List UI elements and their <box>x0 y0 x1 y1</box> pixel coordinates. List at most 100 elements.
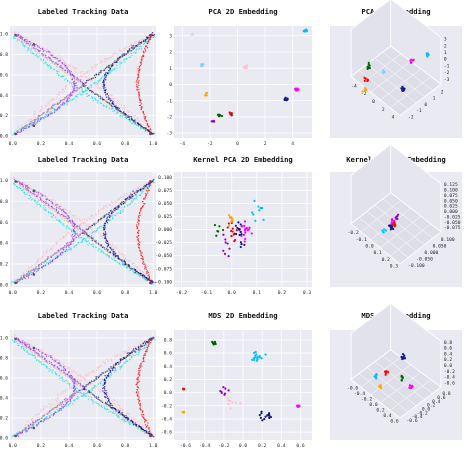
data-point <box>122 48 124 50</box>
data-point <box>123 350 125 353</box>
data-point <box>58 212 60 215</box>
data-point <box>17 278 19 281</box>
data-point <box>82 376 84 379</box>
data-point <box>41 350 43 353</box>
data-point <box>57 394 59 396</box>
data-point <box>102 237 104 239</box>
data-point <box>47 109 49 112</box>
data-point <box>42 405 45 408</box>
data-point <box>54 63 56 66</box>
data-point <box>93 386 96 388</box>
x-tick-label: 0.1 <box>253 290 262 296</box>
data-point <box>250 232 253 235</box>
data-point <box>47 65 49 67</box>
data-point <box>120 196 122 198</box>
data-point <box>59 238 61 240</box>
data-point <box>65 215 67 218</box>
data-point <box>100 102 102 105</box>
data-point <box>135 425 138 427</box>
data-point <box>70 63 72 65</box>
data-point <box>105 232 107 234</box>
data-point <box>67 245 69 247</box>
data-point <box>108 211 110 214</box>
data-point <box>34 118 37 120</box>
data-point <box>139 123 141 126</box>
data-point <box>119 358 122 361</box>
data-point <box>137 82 140 84</box>
data-point <box>85 392 87 395</box>
data-point <box>222 249 225 252</box>
data-point <box>99 88 101 91</box>
data-point <box>106 57 109 60</box>
data-point <box>123 49 125 51</box>
x-tick-label: 2 <box>264 141 267 147</box>
data-point <box>20 431 23 433</box>
data-point <box>148 431 151 433</box>
data-point <box>149 38 152 40</box>
data-point <box>137 235 140 237</box>
data-point <box>66 103 69 106</box>
data-point <box>104 57 106 60</box>
data-point <box>57 219 59 222</box>
data-point <box>18 431 21 433</box>
data-point <box>145 426 148 428</box>
data-point <box>125 193 128 195</box>
data-point <box>119 111 122 114</box>
data-point <box>137 125 140 127</box>
data-point <box>109 103 112 106</box>
data-point <box>50 111 52 114</box>
data-point <box>67 372 70 374</box>
data-point <box>239 245 242 249</box>
data-point <box>138 372 140 374</box>
data-point <box>24 429 26 432</box>
data-point <box>139 270 141 272</box>
data-point <box>35 266 38 268</box>
data-point <box>144 427 146 429</box>
x-tick-label: 0.4 <box>65 141 74 147</box>
data-point <box>28 46 31 48</box>
data-point <box>76 244 78 246</box>
data-point <box>106 242 108 245</box>
data-point <box>28 123 31 125</box>
data-point <box>224 241 227 244</box>
data-point <box>95 73 97 75</box>
data-point <box>34 350 36 352</box>
data-point <box>27 119 30 121</box>
y-tick-label: -0.100 <box>408 263 425 269</box>
data-point <box>110 104 113 107</box>
data-point <box>32 425 35 427</box>
data-point <box>77 382 80 384</box>
data-point <box>58 55 61 57</box>
data-point <box>104 393 106 395</box>
data-point <box>120 365 122 368</box>
data-point <box>57 60 60 62</box>
data-point <box>122 364 124 366</box>
data-point <box>67 398 69 400</box>
data-point <box>106 370 108 373</box>
data-point <box>37 52 39 54</box>
data-point <box>69 402 71 404</box>
data-point <box>41 117 43 119</box>
data-point <box>133 120 135 122</box>
data-point <box>83 237 85 240</box>
data-point <box>149 183 151 186</box>
data-point <box>40 357 43 360</box>
y-tick-label: -0.6 <box>161 430 172 436</box>
data-point <box>82 82 85 85</box>
data-point <box>51 398 54 401</box>
data-point <box>102 226 104 229</box>
data-point <box>130 193 132 195</box>
data-point <box>147 190 149 192</box>
data-point <box>44 358 46 360</box>
data-point <box>285 97 288 100</box>
data-point <box>45 62 47 64</box>
data-point <box>70 230 73 233</box>
data-point <box>42 265 45 267</box>
data-point <box>94 240 96 243</box>
data-point <box>109 212 111 215</box>
data-point <box>37 46 39 48</box>
data-point <box>285 99 288 102</box>
data-point <box>144 420 146 422</box>
data-point <box>133 115 135 117</box>
data-point <box>36 270 38 273</box>
